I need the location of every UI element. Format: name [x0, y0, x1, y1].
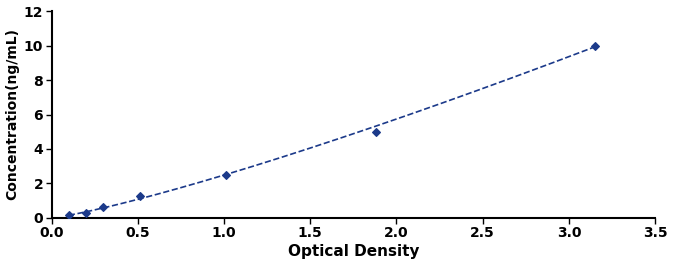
X-axis label: Optical Density: Optical Density [287, 244, 419, 259]
Y-axis label: Concentration(ng/mL): Concentration(ng/mL) [5, 29, 20, 201]
